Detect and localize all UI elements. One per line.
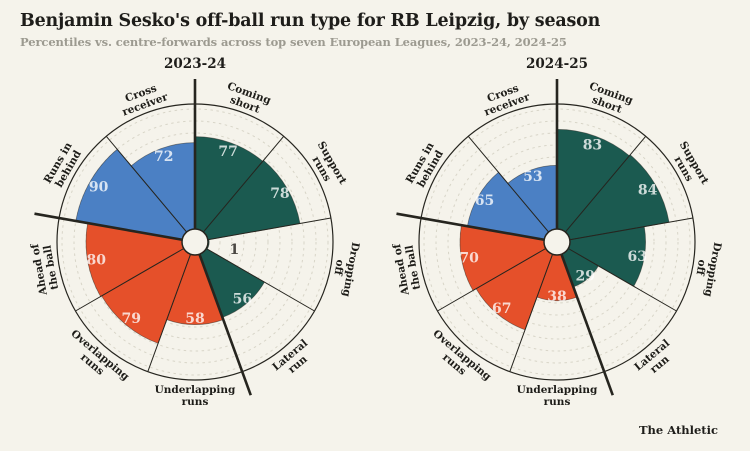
value-label-ahead-of-the-ball: 80 bbox=[87, 252, 107, 268]
value-label-overlapping-runs: 67 bbox=[492, 301, 511, 317]
category-label-coming-short: Comingshort bbox=[222, 80, 274, 118]
spoke-divider bbox=[147, 254, 192, 372]
value-label-cross-receiver: 72 bbox=[154, 149, 173, 165]
pizza-chart-2023-24: 77781565879809072ComingshortSupportrunsD… bbox=[29, 56, 362, 408]
category-label-coming-short: Comingshort bbox=[584, 80, 636, 118]
category-label-underlapping-runs: Underlapping runs bbox=[155, 384, 236, 408]
category-label-runs-in-behind: Runs inbehind bbox=[42, 140, 86, 191]
category-label-overlapping-runs: Overlappingruns bbox=[61, 328, 132, 393]
spoke-divider bbox=[564, 135, 647, 233]
value-label-dropping-off: 63 bbox=[628, 249, 647, 265]
value-label-ahead-of-the-ball: 70 bbox=[459, 250, 479, 266]
grid-ring-80 bbox=[447, 132, 667, 352]
spoke-divider bbox=[568, 248, 677, 312]
category-label-support-runs: Supportruns bbox=[304, 140, 349, 193]
value-label-runs-in-behind: 65 bbox=[475, 193, 494, 209]
category-label-lateral-run: Lateralrun bbox=[632, 337, 680, 382]
spoke-divider bbox=[202, 135, 285, 233]
center-hole bbox=[543, 228, 571, 256]
category-label-cross-receiver: Crossreceiver bbox=[117, 80, 170, 119]
category-label-lateral-run: Lateralrun bbox=[270, 337, 318, 382]
header: Benjamin Sesko's off-ball run type for R… bbox=[20, 11, 600, 49]
spoke-divider bbox=[75, 248, 184, 312]
spoke-divider bbox=[206, 248, 315, 312]
outer-ring bbox=[56, 103, 334, 381]
grid-ring-60 bbox=[109, 156, 281, 328]
grid-ring-40 bbox=[133, 180, 257, 304]
value-label-dropping-off: 1 bbox=[230, 242, 240, 258]
grid-ring-30 bbox=[145, 192, 245, 292]
spoke-divider bbox=[105, 135, 188, 233]
value-label-support-runs: 78 bbox=[270, 186, 289, 202]
value-label-support-runs: 84 bbox=[638, 183, 658, 199]
value-label-runs-in-behind: 90 bbox=[89, 179, 109, 195]
grid-ring-90 bbox=[435, 120, 679, 364]
chart-season-title: 2023-24 bbox=[164, 56, 226, 72]
pizza-chart-2024-25: 83 84 63 29 38 67 70 65 53 Comingshort Supportruns… bbox=[391, 56, 724, 408]
value-label-underlapping-runs: 38 bbox=[547, 289, 566, 305]
brand-logo: The Athletic bbox=[638, 423, 718, 437]
value-label-cross-receiver: 53 bbox=[523, 169, 542, 185]
page-title: Benjamin Sesko's off-ball run type for R… bbox=[20, 11, 601, 31]
category-label-runs-in-behind: Runs inbehind bbox=[404, 140, 448, 191]
spoke-divider bbox=[207, 217, 331, 241]
value-label-overlapping-runs: 79 bbox=[122, 311, 141, 327]
page-subtitle: Percentiles vs. centre-forwards across t… bbox=[20, 35, 567, 49]
spoke-divider bbox=[467, 135, 550, 233]
spoke-divider bbox=[509, 254, 554, 372]
radial-pizza-charts: 77781565879809072ComingshortSupportrunsD… bbox=[29, 56, 724, 408]
value-label-coming-short: 77 bbox=[218, 144, 237, 160]
value-label-underlapping-runs: 58 bbox=[185, 311, 204, 327]
value-label-lateral-run: 56 bbox=[233, 292, 252, 308]
spoke-divider bbox=[437, 248, 546, 312]
category-label-underlapping-runs: Underlapping runs bbox=[517, 384, 598, 408]
grid-ring-90 bbox=[73, 120, 317, 364]
center-hole bbox=[181, 228, 209, 256]
category-label-cross-receiver: Crossreceiver bbox=[479, 80, 532, 119]
value-label-coming-short: 83 bbox=[583, 138, 602, 154]
outer-ring bbox=[418, 103, 696, 381]
chart-season-title: 2024-25 bbox=[526, 56, 588, 72]
spoke-divider bbox=[569, 217, 693, 241]
category-label-support-runs: Supportruns bbox=[666, 140, 711, 193]
category-label-overlapping-runs: Overlappingruns bbox=[423, 328, 494, 393]
value-label-lateral-run: 29 bbox=[576, 269, 595, 285]
